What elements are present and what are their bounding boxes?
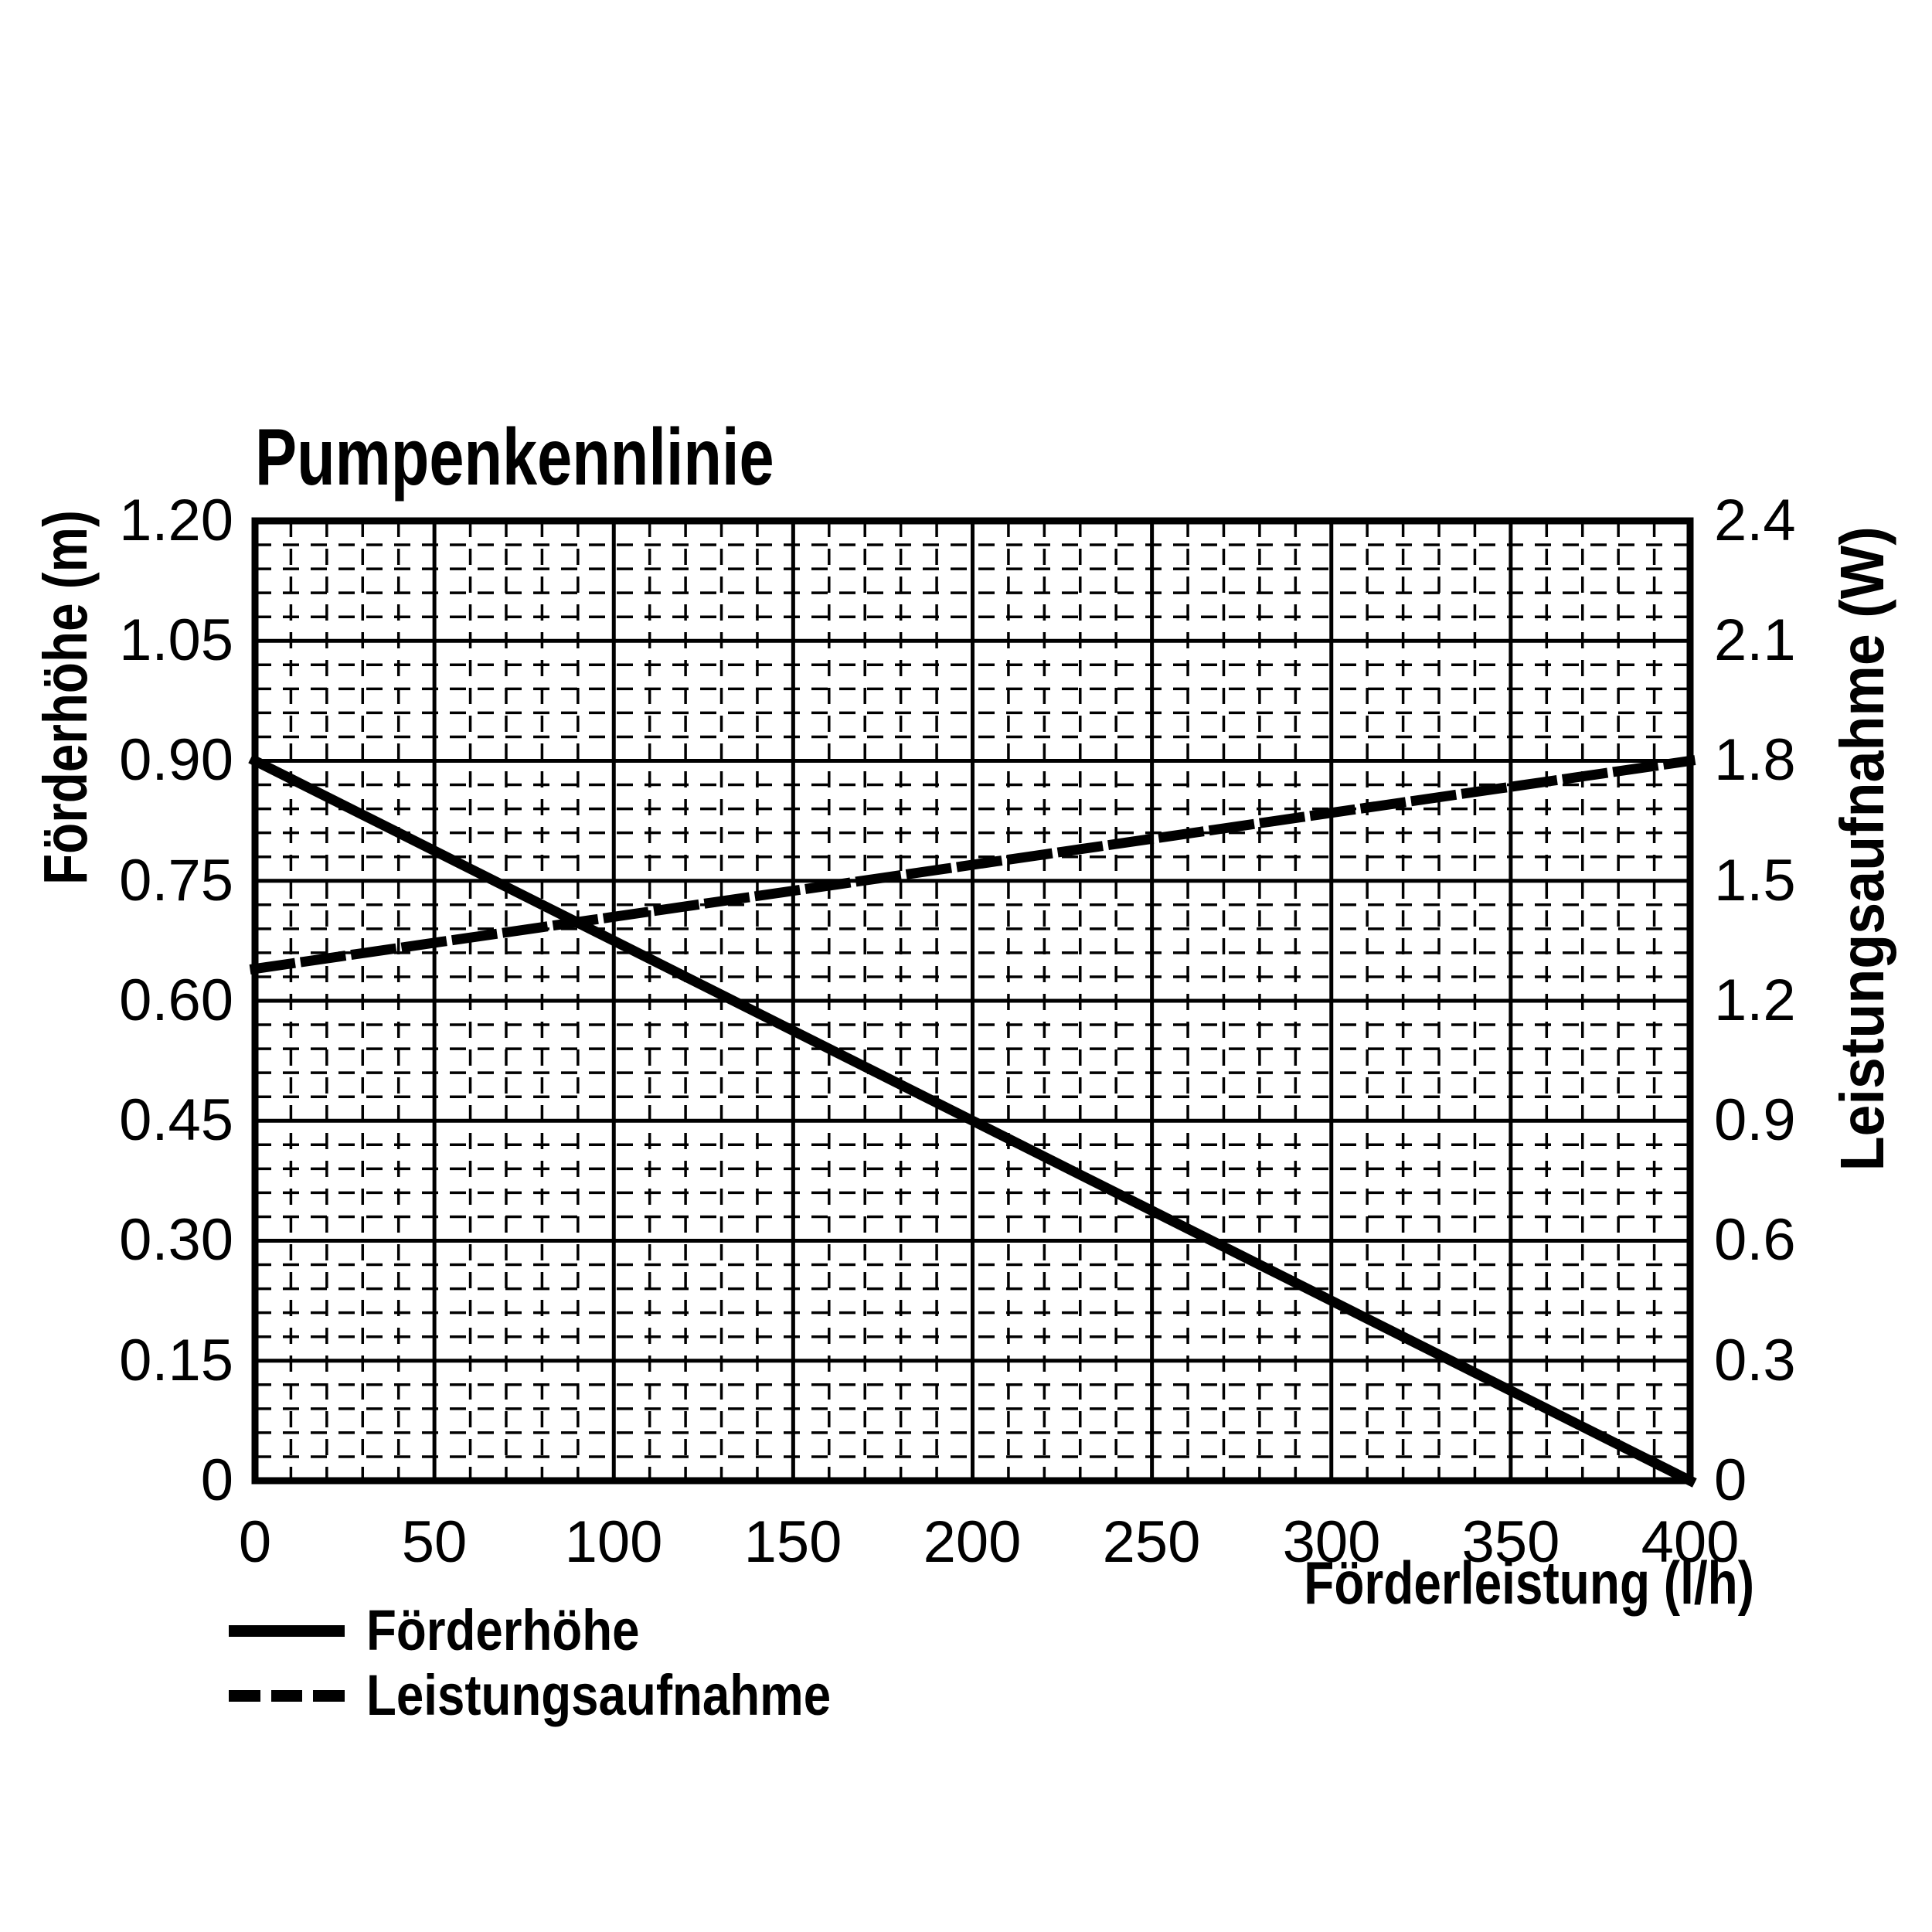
y-right-tick-label: 1.5 [1714,848,1796,913]
y-right-tick-label: 0.3 [1714,1328,1796,1393]
y-right-tick-label: 1.8 [1714,727,1796,793]
x-tick-label: 200 [923,1509,1022,1575]
y-right-tick-label: 2.4 [1714,488,1796,553]
y-left-axis-label: Förderhöhe (m) [31,510,100,885]
plot-area-svg [248,517,1697,1488]
y-right-tick-label: 0.9 [1714,1087,1796,1153]
y-left-axis-label-box: Förderhöhe (m) [15,495,116,900]
x-tick-label: 50 [401,1509,468,1575]
y-left-tick-label: 0 [200,1447,233,1513]
solid-line-swatch-icon [229,1624,345,1637]
legend-label: Förderhöhe [366,1598,640,1662]
y-left-tick-label: 0.90 [119,727,233,793]
x-axis-label: Förderleistung (l/h) [1304,1549,1754,1617]
x-tick-label: 400 [1641,1509,1740,1575]
legend-item-leistungsaufnahme: Leistungsaufnahme [229,1663,906,1728]
y-left-tick-label: 0.15 [119,1328,233,1393]
y-left-tick-label: 0.60 [119,968,233,1033]
x-tick-label: 0 [238,1509,272,1575]
y-right-tick-label: 1.2 [1714,968,1796,1033]
legend: Förderhöhe Leistungsaufnahme [229,1598,906,1728]
y-right-tick-label: 0 [1714,1447,1747,1513]
x-tick-label: 250 [1102,1509,1201,1575]
x-tick-label: 350 [1461,1509,1560,1575]
y-left-tick-label: 0.30 [119,1207,233,1273]
x-tick-label: 100 [564,1509,663,1575]
y-right-tick-label: 0.6 [1714,1207,1796,1273]
y-right-tick-label: 2.1 [1714,607,1796,673]
y-left-tick-label: 1.20 [119,488,233,553]
y-left-tick-label: 0.75 [119,848,233,913]
y-left-tick-label: 1.05 [119,607,233,673]
y-left-tick-label: 0.45 [119,1087,233,1153]
dashed-line-swatch-icon [229,1689,345,1702]
legend-label: Leistungsaufnahme [366,1663,832,1727]
chart-title: Pumpenkennlinie [255,413,774,502]
legend-item-foerderhoehe: Förderhöhe [229,1598,906,1663]
x-tick-label: 300 [1282,1509,1381,1575]
x-tick-label: 150 [743,1509,842,1575]
